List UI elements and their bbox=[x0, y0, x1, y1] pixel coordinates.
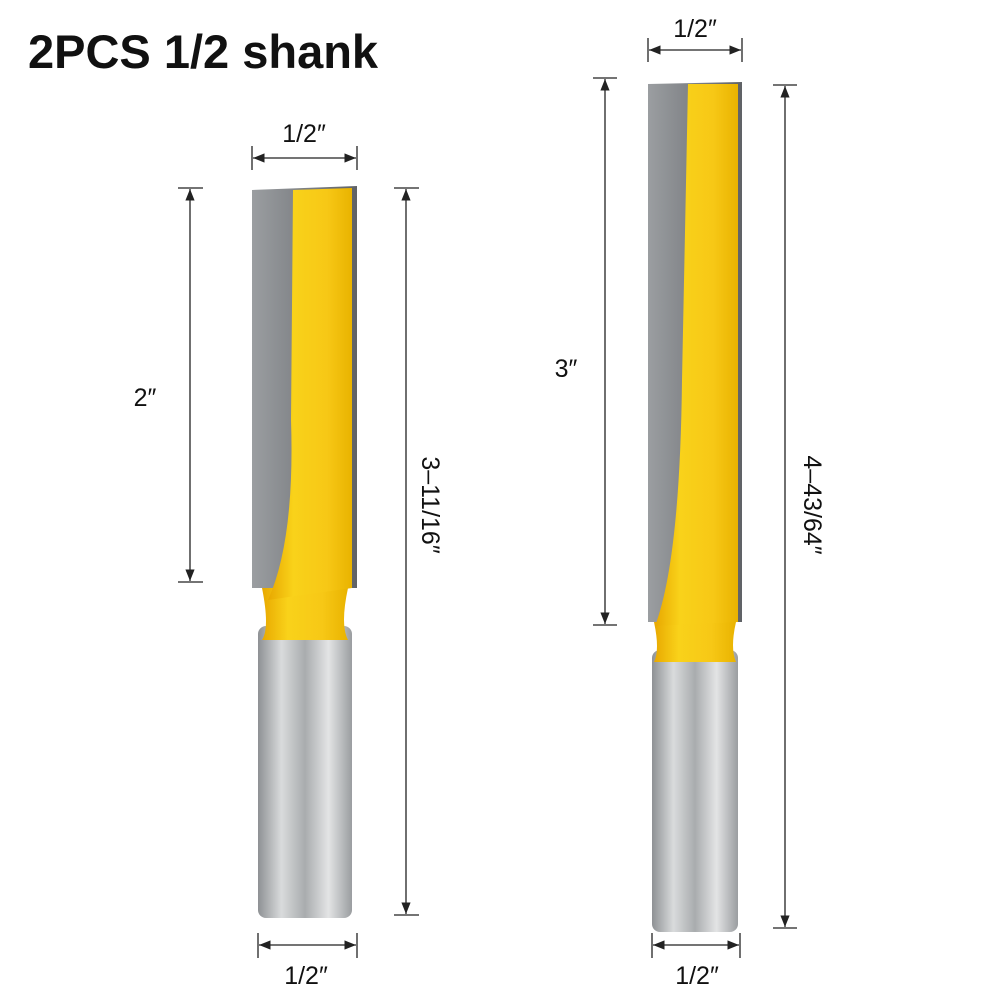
right-overall-length-label: 4–43/64″ bbox=[798, 455, 826, 554]
right-cutting-diameter-dimension: 1/2″ bbox=[647, 15, 743, 62]
shank bbox=[652, 650, 738, 932]
neck bbox=[654, 622, 736, 662]
neck bbox=[262, 588, 348, 640]
left-shank-diameter-dimension: 1/2″ bbox=[257, 933, 358, 990]
right-cutting-length-dimension: 3″ bbox=[555, 77, 617, 626]
shank bbox=[258, 626, 352, 918]
left-cutting-length-dimension: 2″ bbox=[134, 187, 203, 583]
left-cutting-diameter-dimension: 1/2″ bbox=[251, 120, 358, 170]
left-shank-diameter-label: 1/2″ bbox=[284, 962, 328, 990]
right-cutting-length-label: 3″ bbox=[555, 355, 578, 383]
title: 2PCS 1/2 shank bbox=[28, 25, 379, 78]
router-bit-short bbox=[252, 186, 357, 918]
flute-yellow bbox=[268, 188, 352, 600]
right-shank-diameter-dimension: 1/2″ bbox=[651, 933, 741, 990]
left-overall-length-label: 3–11/16″ bbox=[416, 456, 444, 554]
right-cutting-diameter-label: 1/2″ bbox=[673, 15, 717, 43]
flute-yellow bbox=[655, 84, 738, 626]
left-cutting-diameter-label: 1/2″ bbox=[282, 120, 326, 148]
left-overall-length-dimension: 3–11/16″ bbox=[394, 187, 444, 916]
left-cutting-length-label: 2″ bbox=[134, 384, 157, 412]
right-overall-length-dimension: 4–43/64″ bbox=[773, 84, 826, 929]
right-shank-diameter-label: 1/2″ bbox=[675, 962, 719, 990]
router-bit-long bbox=[648, 82, 742, 932]
